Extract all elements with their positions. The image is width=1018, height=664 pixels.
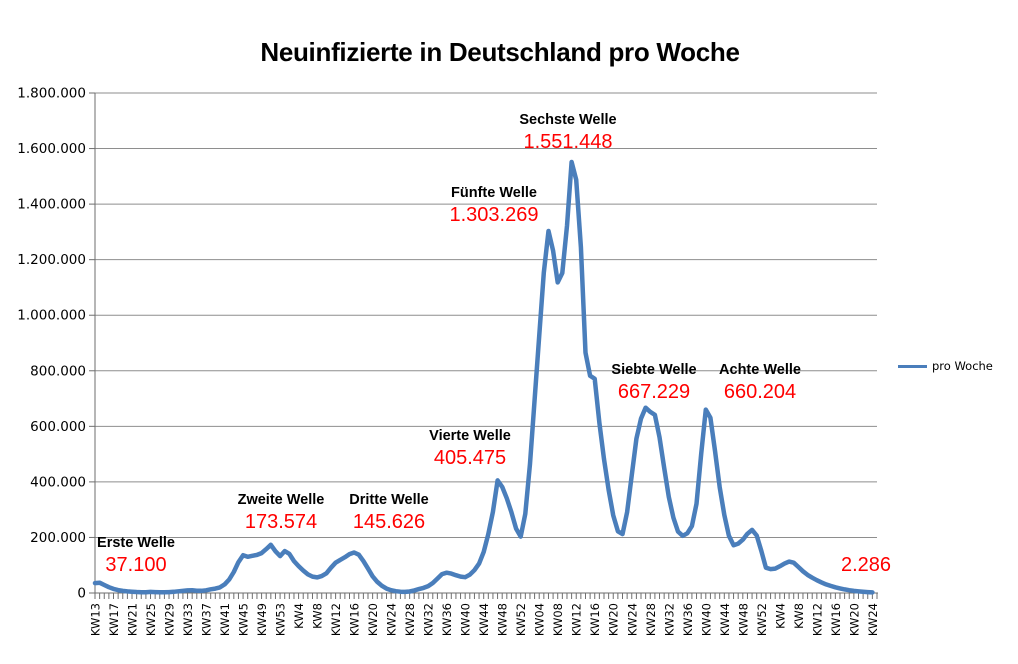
y-tick-label: 1.600.000 <box>17 141 86 157</box>
y-tick-label: 400.000 <box>30 474 86 490</box>
x-tick-label: KW20 <box>847 603 861 636</box>
x-tick-label: KW04 <box>533 603 547 636</box>
x-tick-label: KW32 <box>422 603 436 636</box>
x-tick-label: KW8 <box>792 603 806 629</box>
x-tick-label: KW49 <box>255 603 269 636</box>
x-tick-label: KW41 <box>218 603 232 636</box>
x-tick-label: KW36 <box>681 603 695 636</box>
x-tick-label: KW40 <box>699 603 713 636</box>
x-tick-label: KW48 <box>496 603 510 636</box>
x-tick-label: KW4 <box>292 603 306 629</box>
x-tick-label: KW40 <box>459 603 473 636</box>
x-tick-label: KW20 <box>607 603 621 636</box>
x-tick-label: KW12 <box>329 603 343 636</box>
x-tick-label: KW12 <box>570 603 584 636</box>
y-axis-labels: 0 200.000 400.000 600.000 800.000 1.000.000 1.… <box>17 86 86 602</box>
y-tick-label: 1.000.000 <box>17 308 86 324</box>
chart-title: Neuinfizierte in Deutschland pro Woche <box>260 37 740 67</box>
x-tick-label: KW25 <box>144 603 158 636</box>
x-tick-label: KW32 <box>662 603 676 636</box>
legend-line-swatch <box>898 364 927 368</box>
x-axis-ticks <box>94 593 878 599</box>
x-tick-label: KW16 <box>829 603 843 636</box>
y-tick-label: 1.200.000 <box>17 252 86 268</box>
y-tick-label: 600.000 <box>30 419 86 435</box>
x-tick-label: KW36 <box>440 603 454 636</box>
x-tick-label: KW13 <box>89 603 103 636</box>
x-tick-label: KW08 <box>551 603 565 636</box>
legend-series-label: pro Woche <box>932 359 993 373</box>
x-tick-label: KW53 <box>274 603 288 636</box>
x-axis-labels: KW13 KW17 KW21 KW25 KW29 KW33 KW37 KW41 KW45 KW49… <box>89 603 880 636</box>
x-tick-label: KW24 <box>625 603 639 636</box>
x-tick-label: KW8 <box>311 603 325 629</box>
y-tick-label: 1.400.000 <box>17 197 86 213</box>
x-tick-label: KW29 <box>163 603 177 636</box>
y-tick-label: 1.800.000 <box>17 86 86 102</box>
legend: pro Woche <box>898 359 993 373</box>
x-tick-label: KW20 <box>366 603 380 636</box>
x-tick-label: KW28 <box>644 603 658 636</box>
x-tick-label: KW21 <box>126 603 140 636</box>
gridlines <box>89 92 877 594</box>
x-tick-label: KW44 <box>718 603 732 636</box>
x-tick-label: KW52 <box>514 603 528 636</box>
y-tick-label: 800.000 <box>30 363 86 379</box>
y-tick-label: 0 <box>77 586 86 602</box>
x-tick-label: KW16 <box>348 603 362 636</box>
data-line-pro-woche <box>92 159 875 595</box>
x-tick-label: KW37 <box>200 603 214 636</box>
x-tick-label: KW33 <box>181 603 195 636</box>
x-tick-label: KW4 <box>773 603 787 629</box>
x-tick-label: KW17 <box>107 603 121 636</box>
x-tick-label: KW12 <box>810 603 824 636</box>
x-tick-label: KW28 <box>403 603 417 636</box>
x-tick-label: KW52 <box>755 603 769 636</box>
x-tick-label: KW44 <box>477 603 491 636</box>
x-tick-label: KW16 <box>588 603 602 636</box>
x-tick-label: KW45 <box>237 603 251 636</box>
x-tick-label: KW24 <box>385 603 399 636</box>
x-tick-label: KW24 <box>866 603 880 636</box>
x-tick-label: KW48 <box>736 603 750 636</box>
y-tick-label: 200.000 <box>30 530 86 546</box>
